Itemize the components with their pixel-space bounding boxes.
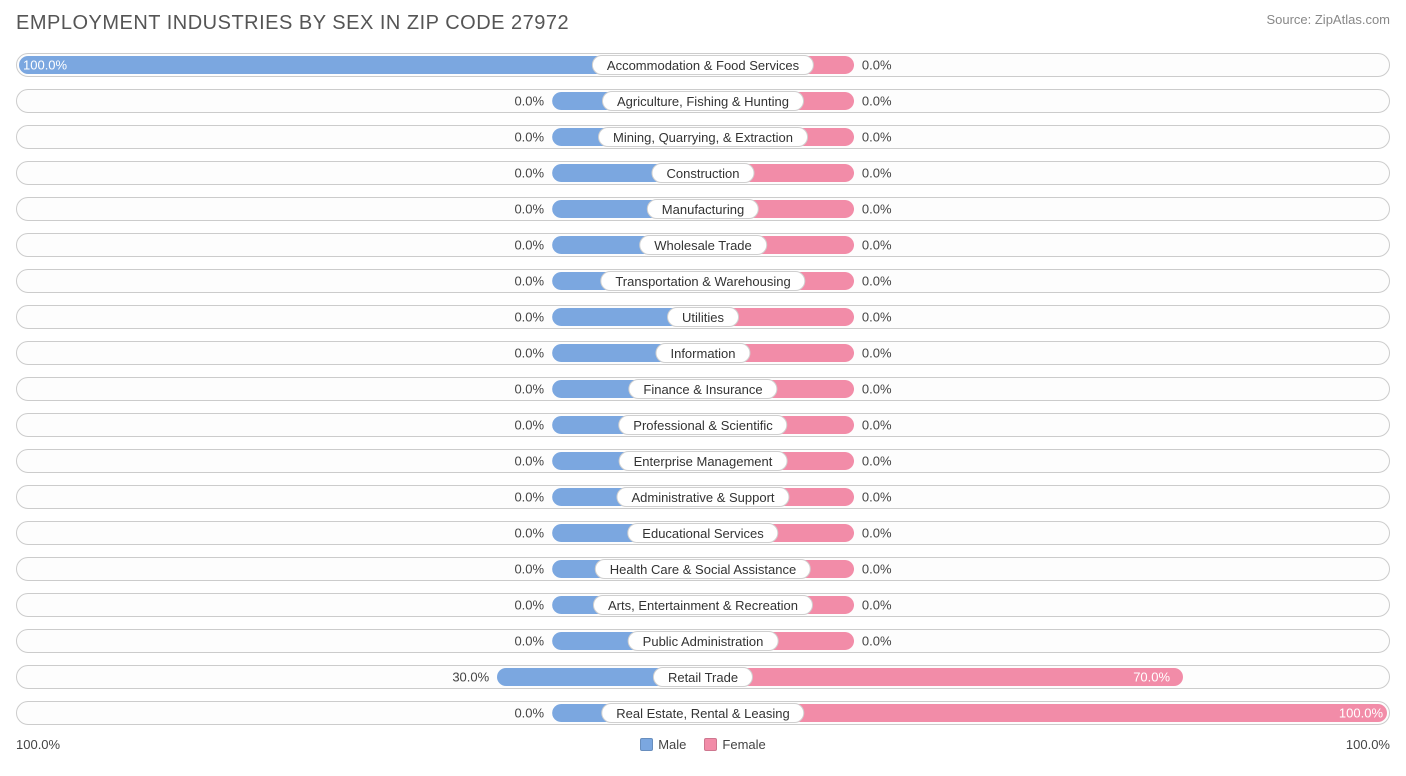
legend-male-label: Male [658, 737, 686, 752]
chart-source: Source: ZipAtlas.com [1266, 12, 1390, 27]
category-label: Information [655, 343, 750, 363]
male-value-label: 0.0% [514, 202, 544, 217]
chart-row: 0.0% 0.0% Information [16, 341, 1390, 365]
category-label: Wholesale Trade [639, 235, 767, 255]
female-value-label: 0.0% [862, 202, 892, 217]
chart-row: 0.0% 0.0% Construction [16, 161, 1390, 185]
category-label: Real Estate, Rental & Leasing [601, 703, 804, 723]
male-value-label: 0.0% [514, 166, 544, 181]
category-label: Professional & Scientific [618, 415, 787, 435]
male-value-label: 0.0% [514, 274, 544, 289]
female-value-label: 0.0% [862, 562, 892, 577]
female-value-label: 0.0% [862, 58, 892, 73]
chart-row: 0.0% 0.0% Professional & Scientific [16, 413, 1390, 437]
female-bar [703, 668, 1183, 686]
category-label: Mining, Quarrying, & Extraction [598, 127, 808, 147]
male-value-label: 0.0% [514, 706, 544, 721]
chart-row: 0.0% 0.0% Public Administration [16, 629, 1390, 653]
axis-label-right: 100.0% [1346, 737, 1390, 752]
chart-footer: 100.0% Male Female 100.0% [16, 737, 1390, 752]
female-value-label: 0.0% [862, 382, 892, 397]
male-value-label: 0.0% [514, 562, 544, 577]
category-label: Accommodation & Food Services [592, 55, 814, 75]
female-value-label: 0.0% [862, 490, 892, 505]
female-value-label: 0.0% [862, 166, 892, 181]
male-value-label: 0.0% [514, 94, 544, 109]
category-label: Finance & Insurance [628, 379, 777, 399]
male-value-label: 0.0% [514, 598, 544, 613]
male-value-label: 0.0% [514, 382, 544, 397]
male-value-label: 0.0% [514, 454, 544, 469]
chart-row: 100.0% 0.0% Real Estate, Rental & Leasing [16, 701, 1390, 725]
female-value-label: 70.0% [1133, 670, 1170, 685]
legend: Male Female [640, 737, 766, 752]
male-swatch [640, 738, 653, 751]
chart-row: 0.0% 0.0% Transportation & Warehousing [16, 269, 1390, 293]
male-value-label: 0.0% [514, 526, 544, 541]
male-value-label: 30.0% [452, 670, 489, 685]
chart-header: EMPLOYMENT INDUSTRIES BY SEX IN ZIP CODE… [16, 12, 1390, 35]
female-value-label: 0.0% [862, 454, 892, 469]
chart-row: 0.0% 0.0% Health Care & Social Assistance [16, 557, 1390, 581]
male-value-label: 0.0% [514, 346, 544, 361]
female-value-label: 100.0% [1339, 706, 1383, 721]
chart-row: 0.0% 0.0% Utilities [16, 305, 1390, 329]
chart-row: 0.0% 0.0% Agriculture, Fishing & Hunting [16, 89, 1390, 113]
female-value-label: 0.0% [862, 130, 892, 145]
chart-row: 0.0% 0.0% Finance & Insurance [16, 377, 1390, 401]
category-label: Health Care & Social Assistance [595, 559, 811, 579]
male-value-label: 0.0% [514, 130, 544, 145]
category-label: Arts, Entertainment & Recreation [593, 595, 813, 615]
category-label: Retail Trade [653, 667, 753, 687]
female-value-label: 0.0% [862, 238, 892, 253]
chart-row: 0.0% 0.0% Mining, Quarrying, & Extraction [16, 125, 1390, 149]
chart-row: 0.0% 0.0% Manufacturing [16, 197, 1390, 221]
chart-title: EMPLOYMENT INDUSTRIES BY SEX IN ZIP CODE… [16, 12, 569, 35]
female-value-label: 0.0% [862, 634, 892, 649]
chart-row: 0.0% 0.0% Enterprise Management [16, 449, 1390, 473]
diverging-bar-chart: 100.0% 0.0% Accommodation & Food Services 0… [16, 53, 1390, 725]
legend-male: Male [640, 737, 686, 752]
male-value-label: 0.0% [514, 634, 544, 649]
chart-row: 0.0% 0.0% Arts, Entertainment & Recreation [16, 593, 1390, 617]
category-label: Administrative & Support [616, 487, 789, 507]
chart-row: 30.0% 70.0% Retail Trade [16, 665, 1390, 689]
chart-row: 0.0% 0.0% Administrative & Support [16, 485, 1390, 509]
female-value-label: 0.0% [862, 94, 892, 109]
female-value-label: 0.0% [862, 346, 892, 361]
male-value-label: 0.0% [514, 418, 544, 433]
male-value-label: 0.0% [514, 490, 544, 505]
axis-label-left: 100.0% [16, 737, 60, 752]
female-swatch [704, 738, 717, 751]
male-value-label: 0.0% [514, 310, 544, 325]
female-value-label: 0.0% [862, 418, 892, 433]
category-label: Construction [652, 163, 755, 183]
category-label: Agriculture, Fishing & Hunting [602, 91, 804, 111]
category-label: Manufacturing [647, 199, 759, 219]
male-value-label: 0.0% [514, 238, 544, 253]
male-value-label: 100.0% [23, 58, 67, 73]
category-label: Utilities [667, 307, 739, 327]
chart-row: 0.0% 0.0% Educational Services [16, 521, 1390, 545]
female-value-label: 0.0% [862, 310, 892, 325]
category-label: Educational Services [627, 523, 778, 543]
category-label: Transportation & Warehousing [600, 271, 805, 291]
legend-female-label: Female [722, 737, 765, 752]
female-value-label: 0.0% [862, 526, 892, 541]
chart-row: 0.0% 0.0% Wholesale Trade [16, 233, 1390, 257]
legend-female: Female [704, 737, 765, 752]
category-label: Public Administration [628, 631, 779, 651]
female-value-label: 0.0% [862, 598, 892, 613]
chart-row: 100.0% 0.0% Accommodation & Food Services [16, 53, 1390, 77]
female-value-label: 0.0% [862, 274, 892, 289]
category-label: Enterprise Management [619, 451, 788, 471]
